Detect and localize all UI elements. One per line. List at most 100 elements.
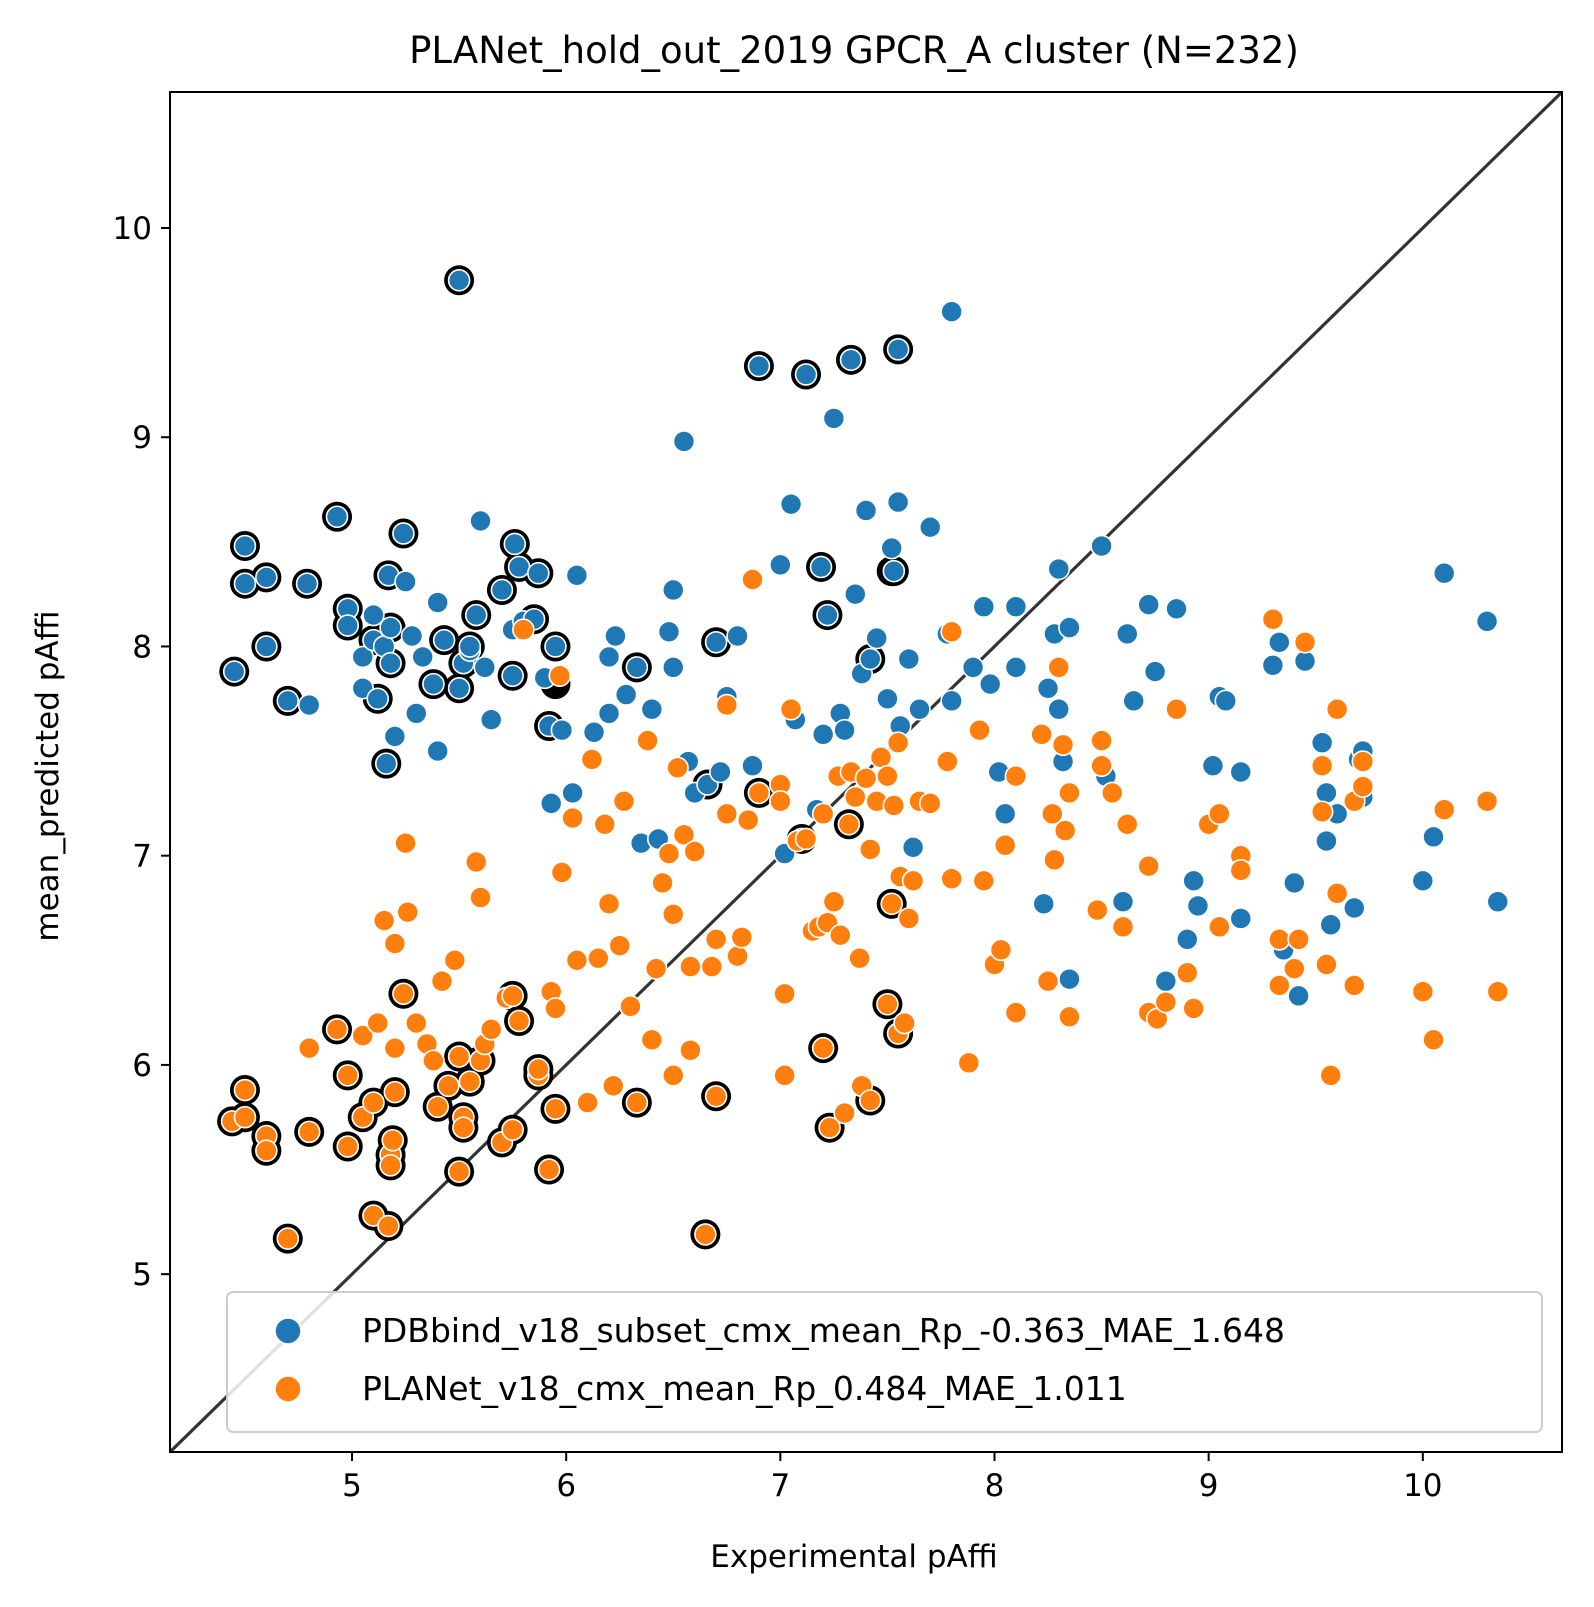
- series1-point: [351, 645, 375, 669]
- series2-point: [1208, 802, 1231, 826]
- series2-point: [1004, 764, 1028, 788]
- series2-point: [893, 1011, 916, 1035]
- series2-point: [833, 1101, 856, 1125]
- series2-point: [276, 1227, 300, 1250]
- series2-point: [336, 1064, 360, 1087]
- series2-point: [381, 1128, 405, 1152]
- series1-point: [854, 499, 878, 522]
- series1-point: [527, 561, 550, 585]
- series2-point: [561, 806, 584, 830]
- series1-point: [366, 687, 390, 711]
- series2-point: [1111, 915, 1135, 939]
- series2-point: [379, 1154, 402, 1177]
- series1-point: [704, 630, 728, 654]
- x-tick-label: 6: [556, 1468, 576, 1504]
- data-layer: [170, 92, 1562, 1452]
- series2-point: [1053, 819, 1077, 842]
- series1-point: [255, 635, 278, 658]
- series1-point: [1283, 871, 1306, 895]
- series2-point: [876, 764, 899, 788]
- series2-point: [726, 944, 749, 968]
- series1-point: [747, 354, 771, 378]
- series1-point: [1175, 928, 1199, 951]
- series2-point: [1030, 723, 1053, 746]
- series1-point: [1004, 595, 1028, 619]
- series2-point: [392, 982, 415, 1006]
- series1-point: [1293, 649, 1317, 673]
- series2-point: [972, 869, 996, 893]
- series2-point: [1058, 1005, 1081, 1029]
- series2-point: [715, 802, 739, 826]
- series2-point: [683, 840, 706, 863]
- series1-point: [657, 620, 681, 644]
- series1-point: [1319, 913, 1343, 937]
- series1-point: [1214, 689, 1238, 713]
- series1-point: [422, 672, 445, 696]
- series1-point: [464, 603, 488, 627]
- y-axis-label: mean_predicted pAffi: [30, 610, 66, 941]
- series1-point: [1411, 869, 1435, 893]
- series1-point: [940, 300, 963, 323]
- series2-point: [362, 1091, 385, 1114]
- series1-point: [843, 582, 867, 606]
- legend-marker: [274, 1317, 302, 1345]
- series2-point: [443, 949, 467, 972]
- series1-point: [426, 591, 449, 614]
- series2-point: [601, 1074, 625, 1098]
- series1-point: [325, 505, 349, 529]
- legend-marker: [274, 1375, 302, 1403]
- series1-point: [1032, 892, 1056, 916]
- series2-point: [897, 907, 921, 930]
- series2-point: [550, 861, 574, 884]
- series1-point: [383, 725, 407, 748]
- series2-point: [597, 892, 621, 916]
- series1-point: [432, 628, 456, 652]
- series1-point: [1036, 677, 1060, 700]
- series1-point: [550, 718, 574, 742]
- series2-point: [700, 955, 724, 978]
- series2-point: [1208, 915, 1231, 939]
- series1-point: [779, 492, 803, 516]
- series1-point: [640, 697, 664, 721]
- series1-point: [614, 683, 638, 706]
- series2-point: [1004, 1001, 1028, 1024]
- series2-point: [1325, 697, 1349, 721]
- series2-point: [383, 1080, 407, 1104]
- series2-point: [968, 718, 991, 742]
- series1-point: [362, 603, 385, 627]
- series2-point: [608, 934, 632, 957]
- series1-point: [794, 363, 818, 386]
- series2-point: [396, 900, 420, 924]
- series2-point: [372, 909, 396, 932]
- series2-point: [644, 957, 668, 980]
- series2-point: [679, 1038, 702, 1062]
- series2-point: [1090, 729, 1113, 752]
- series2-point: [580, 748, 604, 771]
- series1-point: [1111, 890, 1135, 914]
- series1-point: [886, 490, 910, 514]
- x-tick-label: 7: [770, 1468, 790, 1504]
- series1-point: [1182, 869, 1205, 893]
- series2-point: [636, 729, 659, 752]
- series1-point: [411, 645, 435, 669]
- series2-point: [1268, 928, 1291, 951]
- series1-point: [993, 802, 1017, 826]
- series2-point: [544, 1097, 567, 1121]
- series1-point: [897, 647, 921, 671]
- series1-point: [507, 555, 531, 579]
- series2-point: [1325, 882, 1349, 905]
- series2-point: [1182, 997, 1205, 1020]
- series2-point: [829, 923, 852, 947]
- series1-point: [374, 752, 398, 775]
- series2-point: [1047, 656, 1071, 679]
- chart-title: PLANet_hold_out_2019 GPCR_A cluster (N=2…: [409, 29, 1299, 72]
- series1-point: [972, 595, 996, 619]
- series1-point: [1115, 622, 1139, 646]
- series2-point: [1432, 798, 1456, 821]
- series2-point: [679, 955, 702, 978]
- series1-point: [233, 534, 257, 558]
- series2-point: [336, 1135, 360, 1158]
- series2-point: [747, 781, 771, 805]
- series2-point: [1268, 974, 1291, 997]
- series2-point: [993, 833, 1017, 857]
